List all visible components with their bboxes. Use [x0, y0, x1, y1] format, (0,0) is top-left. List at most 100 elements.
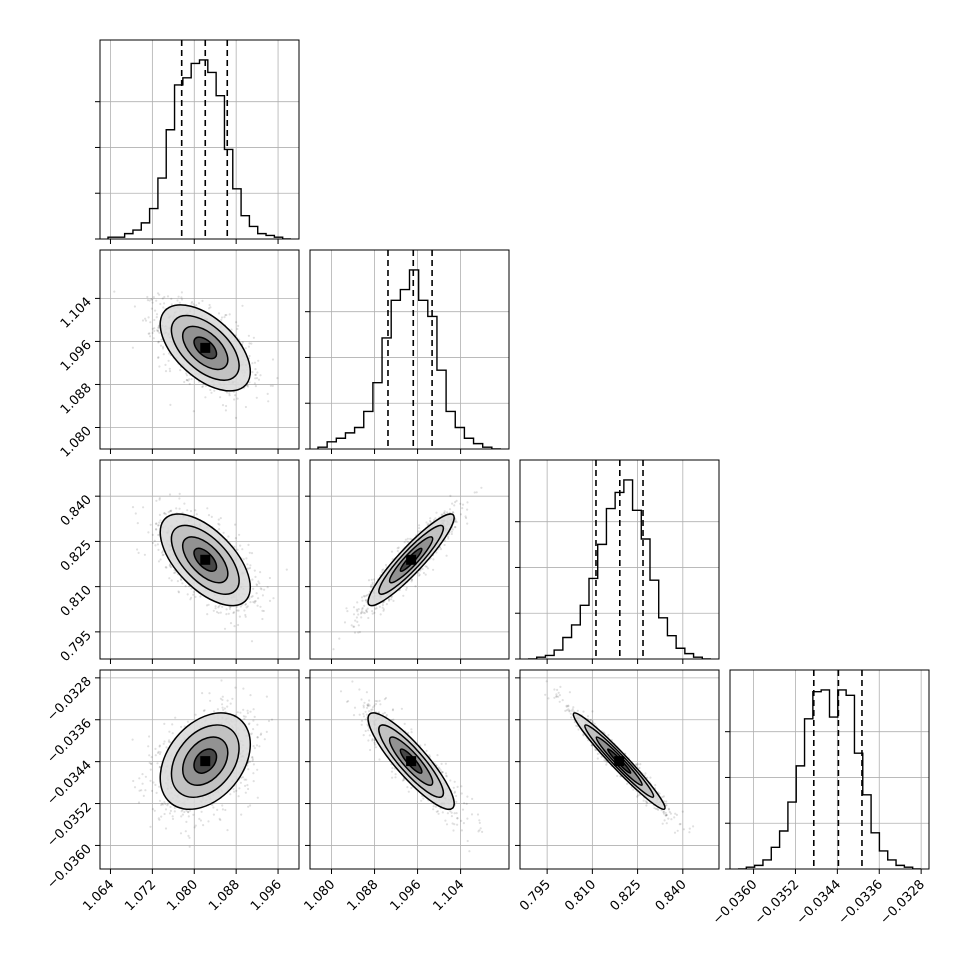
scatter-point: [443, 510, 446, 513]
scatter-point: [251, 371, 254, 374]
scatter-point: [185, 374, 189, 377]
scatter-point: [370, 584, 373, 587]
panel-frame: [309, 249, 510, 450]
scatter-point: [366, 594, 369, 597]
scatter-point: [259, 374, 262, 377]
scatter-point: [150, 307, 153, 310]
scatter-point: [244, 791, 247, 794]
scatter-point: [233, 398, 236, 401]
scatter-point: [147, 316, 150, 319]
scatter-point: [190, 596, 193, 599]
scatter-point: [150, 298, 153, 301]
scatter-point: [159, 751, 162, 754]
scatter-point: [202, 824, 205, 827]
scatter-point: [148, 735, 151, 738]
scatter-point: [134, 512, 137, 515]
scatter-point: [248, 381, 251, 384]
scatter-point: [208, 303, 211, 307]
x-tick-label: 1.088: [206, 877, 243, 914]
scatter-point: [180, 298, 184, 301]
scatter-point: [447, 535, 450, 538]
scatter-point: [251, 755, 254, 759]
scatter-point: [450, 530, 453, 533]
scatter-point: [391, 558, 394, 561]
scatter-point: [418, 527, 421, 530]
scatter-point: [343, 621, 347, 624]
scatter-point: [465, 516, 468, 520]
scatter-point: [247, 768, 250, 771]
scatter-point: [254, 373, 257, 377]
scatter-point: [356, 610, 359, 613]
scatter-point: [370, 578, 373, 581]
panel-frame: [99, 249, 300, 450]
scatter-point: [163, 512, 166, 515]
scatter-point: [417, 571, 420, 575]
scatter-point: [373, 611, 376, 614]
scatter-point: [374, 607, 377, 611]
y-tick-label: 1.104: [58, 295, 95, 332]
scatter-point: [206, 507, 209, 510]
scatter-point: [459, 513, 463, 516]
scatter-point: [443, 512, 446, 515]
scatter-point: [382, 609, 385, 612]
scatter-point: [255, 377, 259, 380]
scatter-point: [234, 686, 237, 689]
contour-line: [193, 336, 218, 360]
histogram-step: [317, 269, 501, 449]
scatter-point: [229, 622, 233, 625]
scatter-point: [249, 710, 252, 713]
scatter-point: [153, 539, 156, 542]
scatter-point: [429, 517, 432, 520]
scatter-point: [453, 526, 456, 529]
scatter-point: [163, 295, 166, 299]
scatter-point: [252, 587, 255, 590]
scatter-point: [173, 806, 176, 810]
scatter-point: [261, 617, 264, 621]
scatter-point: [151, 533, 154, 537]
scatter-point: [162, 306, 165, 309]
scatter-point: [256, 736, 259, 739]
scatter-point: [168, 577, 171, 580]
scatter-point: [473, 491, 476, 494]
scatter-point: [151, 331, 154, 335]
scatter-point: [451, 502, 454, 505]
scatter-point: [147, 531, 150, 534]
y-tick-label: −0.0352: [44, 800, 94, 850]
scatter-point: [217, 312, 221, 315]
scatter-point: [229, 702, 232, 705]
y-tick-label: 1.088: [58, 381, 95, 418]
scatter-point: [164, 363, 167, 366]
scatter-point: [432, 558, 435, 561]
scatter-point: [192, 303, 195, 306]
panel-frame: [309, 459, 510, 660]
scatter-point: [253, 600, 256, 603]
scatter-point: [247, 543, 250, 547]
scatter-point: [369, 585, 372, 589]
scatter-point: [384, 563, 388, 567]
scatter-point: [138, 789, 141, 792]
scatter-point: [228, 607, 232, 611]
scatter-point: [276, 377, 279, 380]
scatter-point: [414, 585, 417, 588]
scatter-point: [421, 567, 424, 571]
scatter-point: [233, 790, 236, 793]
scatter-point: [246, 605, 249, 608]
scatter-point: [257, 378, 261, 381]
scatter-point: [220, 316, 224, 319]
scatter-point: [167, 510, 170, 514]
scatter-point: [427, 522, 430, 526]
scatter-point: [385, 603, 388, 606]
scatter-point: [227, 535, 230, 538]
scatter-point: [247, 334, 250, 337]
scatter-point: [244, 603, 247, 606]
scatter-point: [251, 362, 254, 365]
scatter-point: [257, 597, 260, 600]
scatter-point: [252, 728, 255, 731]
scatter-point: [261, 609, 264, 612]
scatter-point: [435, 511, 438, 514]
y-tick-label: −0.0344: [44, 758, 94, 808]
scatter-point: [350, 624, 353, 627]
scatter-point: [355, 608, 358, 611]
scatter-point: [168, 370, 172, 373]
